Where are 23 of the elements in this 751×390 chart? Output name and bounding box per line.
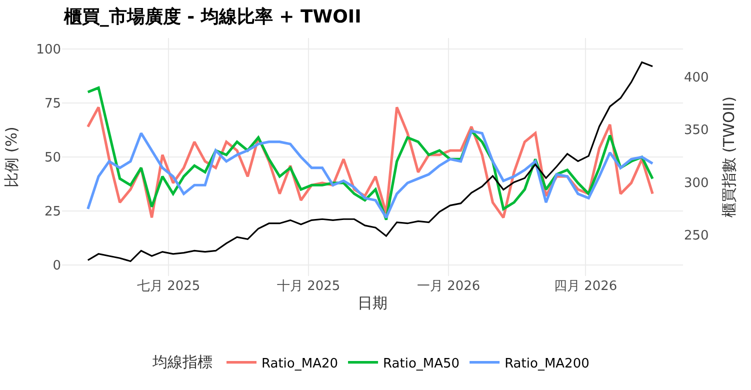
y-tick-label: 25 bbox=[44, 204, 61, 220]
y-tick-label: 50 bbox=[44, 150, 61, 166]
chart-title: 櫃買_市場廣度 - 均線比率 + TWOII bbox=[62, 6, 362, 28]
legend-label: Ratio_MA50 bbox=[383, 356, 460, 372]
y2-axis-title: 櫃買指數 (TWOII) bbox=[720, 96, 738, 218]
x-axis-title: 日期 bbox=[358, 294, 388, 312]
x-tick-label: 十月 2025 bbox=[276, 279, 340, 294]
legend-label: Ratio_MA20 bbox=[262, 356, 338, 372]
y2-tick-label: 300 bbox=[684, 176, 709, 191]
y-tick-label: 75 bbox=[44, 96, 61, 112]
y2-tick-label: 400 bbox=[684, 70, 709, 86]
y-tick-label: 100 bbox=[36, 42, 61, 58]
y2-tick-label: 250 bbox=[684, 228, 709, 244]
y-axis-title: 比例 (%) bbox=[2, 126, 20, 188]
y-tick-label: 0 bbox=[52, 258, 61, 274]
legend-label: Ratio_MA200 bbox=[504, 356, 590, 372]
x-tick-label: 七月 2025 bbox=[136, 279, 200, 294]
x-tick-label: 四月 2026 bbox=[554, 279, 618, 294]
line-series bbox=[87, 61, 654, 262]
x-tick-label: 一月 2026 bbox=[416, 279, 480, 294]
line-series bbox=[86, 130, 654, 219]
y2-tick-label: 350 bbox=[684, 123, 709, 138]
legend-title: 均線指標 bbox=[152, 352, 212, 371]
